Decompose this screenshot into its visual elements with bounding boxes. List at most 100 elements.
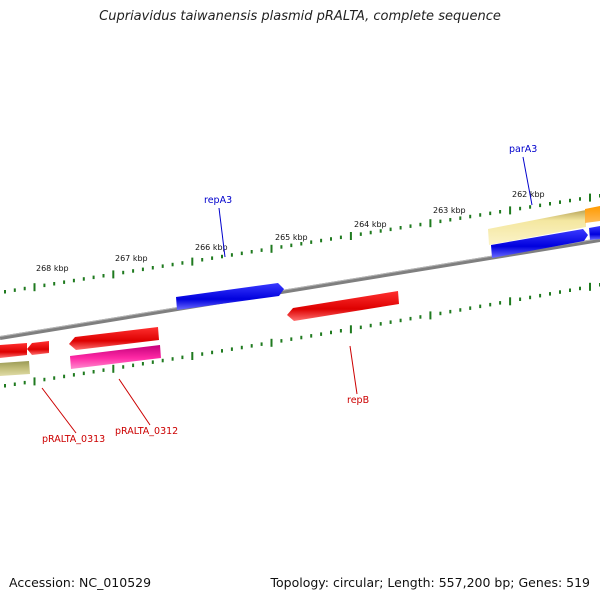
scale-label-264: 264 kbp: [354, 220, 387, 229]
scale-labels: 268 kbp 267 kbp 266 kbp 265 kbp 264 kbp …: [36, 190, 545, 273]
scale-tick-minor: [359, 325, 362, 330]
scale-tick-minor: [499, 301, 502, 305]
scale-tick-minor: [479, 304, 482, 309]
scale-tick-minor: [369, 323, 372, 328]
scale-tick-minor: [539, 203, 542, 208]
scale-tick-minor: [519, 206, 522, 211]
leader-line-repA3: [218, 207, 226, 258]
gene-pRALTA_0312-arrow[interactable]: [69, 327, 159, 350]
scale-tick-minor: [141, 362, 144, 366]
scale-tick-minor: [399, 318, 402, 323]
scale-tick-minor: [171, 262, 174, 267]
scale-tick-minor: [250, 250, 253, 254]
scale-tick-minor: [201, 352, 204, 356]
scale-tick-minor: [280, 245, 283, 249]
scale-tick-minor: [419, 315, 422, 319]
leader-line-repB: [349, 345, 358, 395]
gene-label-parA3[interactable]: parA3: [509, 144, 537, 155]
scale-tick-minor: [72, 373, 75, 377]
scale-tick-minor: [389, 227, 392, 232]
scale-tick-minor: [549, 202, 551, 206]
scale-tick-major: [349, 325, 352, 334]
scale-tick-minor: [181, 261, 184, 265]
scale-tick-minor: [92, 275, 95, 280]
scale-tick-major: [270, 244, 273, 253]
gene-label-repB[interactable]: repB: [347, 395, 369, 406]
scale-tick-major: [589, 193, 591, 202]
scale-tick-minor: [379, 229, 382, 233]
scale-tick-minor: [379, 322, 382, 326]
scale-tick-minor: [399, 226, 402, 230]
scale-tick-minor: [529, 295, 532, 300]
scale-tick-minor: [539, 293, 542, 298]
scale-label-263: 263 kbp: [433, 206, 466, 215]
scale-tick-minor: [82, 371, 85, 376]
scale-tick-minor: [339, 235, 342, 240]
scale-tick-minor: [320, 238, 323, 243]
map-title: Cupriavidus taiwanensis plasmid pRALTA, …: [99, 9, 501, 24]
gene-label-pRALTA_0312[interactable]: pRALTA_0312: [115, 426, 178, 437]
gene-parA3-neighbor-bar[interactable]: [488, 210, 586, 245]
scale-tick-minor: [369, 230, 372, 235]
scale-tick-minor: [151, 266, 154, 270]
gene-repB-arrow[interactable]: [287, 291, 399, 321]
gene-pRALTA_0313-arrow[interactable]: [27, 341, 49, 355]
scale-tick-major: [270, 338, 273, 347]
scale-tick-minor: [330, 237, 332, 241]
scale-tick-minor: [409, 224, 412, 228]
scale-tick-minor: [409, 316, 412, 321]
gene-parA3-arrow[interactable]: [491, 229, 588, 258]
scale-tick-minor: [240, 345, 243, 350]
scale-tick-minor: [459, 216, 462, 220]
gene-label-repA3[interactable]: repA3: [204, 195, 232, 206]
scale-tick-major: [33, 377, 36, 386]
gene-pRALTA_0312-partner-bar[interactable]: [70, 345, 161, 369]
scale-tick-minor: [290, 243, 293, 248]
scale-tick-minor: [569, 198, 571, 203]
gene-left-edge-olive-bar[interactable]: [0, 361, 30, 376]
scale-tick-minor: [469, 306, 472, 310]
scale-tick-minor: [82, 277, 85, 281]
tick-row-reverse: [4, 282, 600, 388]
gene-repA3-arrow[interactable]: [176, 283, 284, 310]
scale-tick-minor: [439, 219, 442, 224]
scale-tick-minor: [211, 256, 214, 260]
scale-tick-minor: [499, 210, 502, 214]
accession-text: Accession: NC_010529: [9, 575, 152, 590]
scale-tick-minor: [449, 218, 452, 222]
scale-tick-minor: [320, 332, 323, 336]
scale-tick-minor: [23, 380, 26, 385]
scale-tick-minor: [559, 290, 561, 294]
scale-tick-minor: [280, 339, 283, 343]
scale-tick-minor: [260, 342, 263, 346]
sequence-backbone: [0, 238, 600, 340]
scale-tick-minor: [92, 370, 95, 374]
scale-tick-minor: [102, 274, 105, 278]
scale-label-268: 268 kbp: [36, 264, 69, 273]
scale-tick-minor: [310, 240, 313, 244]
scale-tick-minor: [579, 197, 581, 201]
scale-tick-major: [509, 206, 512, 215]
gene-left-edge-arrow[interactable]: [0, 343, 27, 358]
scale-tick-minor: [63, 280, 66, 284]
scale-tick-minor: [132, 363, 135, 368]
gene-forward-edge-arrow[interactable]: [589, 226, 600, 240]
scale-tick-minor: [459, 308, 462, 312]
scale-tick-minor: [23, 286, 26, 291]
gene-label-pRALTA_0313[interactable]: pRALTA_0313: [42, 434, 105, 445]
scale-tick-minor: [221, 254, 223, 259]
gene-orange-edge-bar[interactable]: [585, 206, 600, 223]
scale-tick-minor: [489, 211, 492, 216]
scale-tick-major: [112, 364, 115, 373]
scale-tick-major: [191, 352, 194, 360]
scale-tick-minor: [4, 290, 6, 294]
leader-line-parA3: [522, 156, 533, 206]
scale-tick-minor: [161, 264, 164, 268]
scale-tick-minor: [211, 350, 214, 355]
scale-tick-minor: [469, 214, 472, 219]
scale-tick-major: [589, 282, 591, 291]
scale-tick-minor: [449, 309, 452, 314]
scale-tick-minor: [102, 368, 105, 372]
